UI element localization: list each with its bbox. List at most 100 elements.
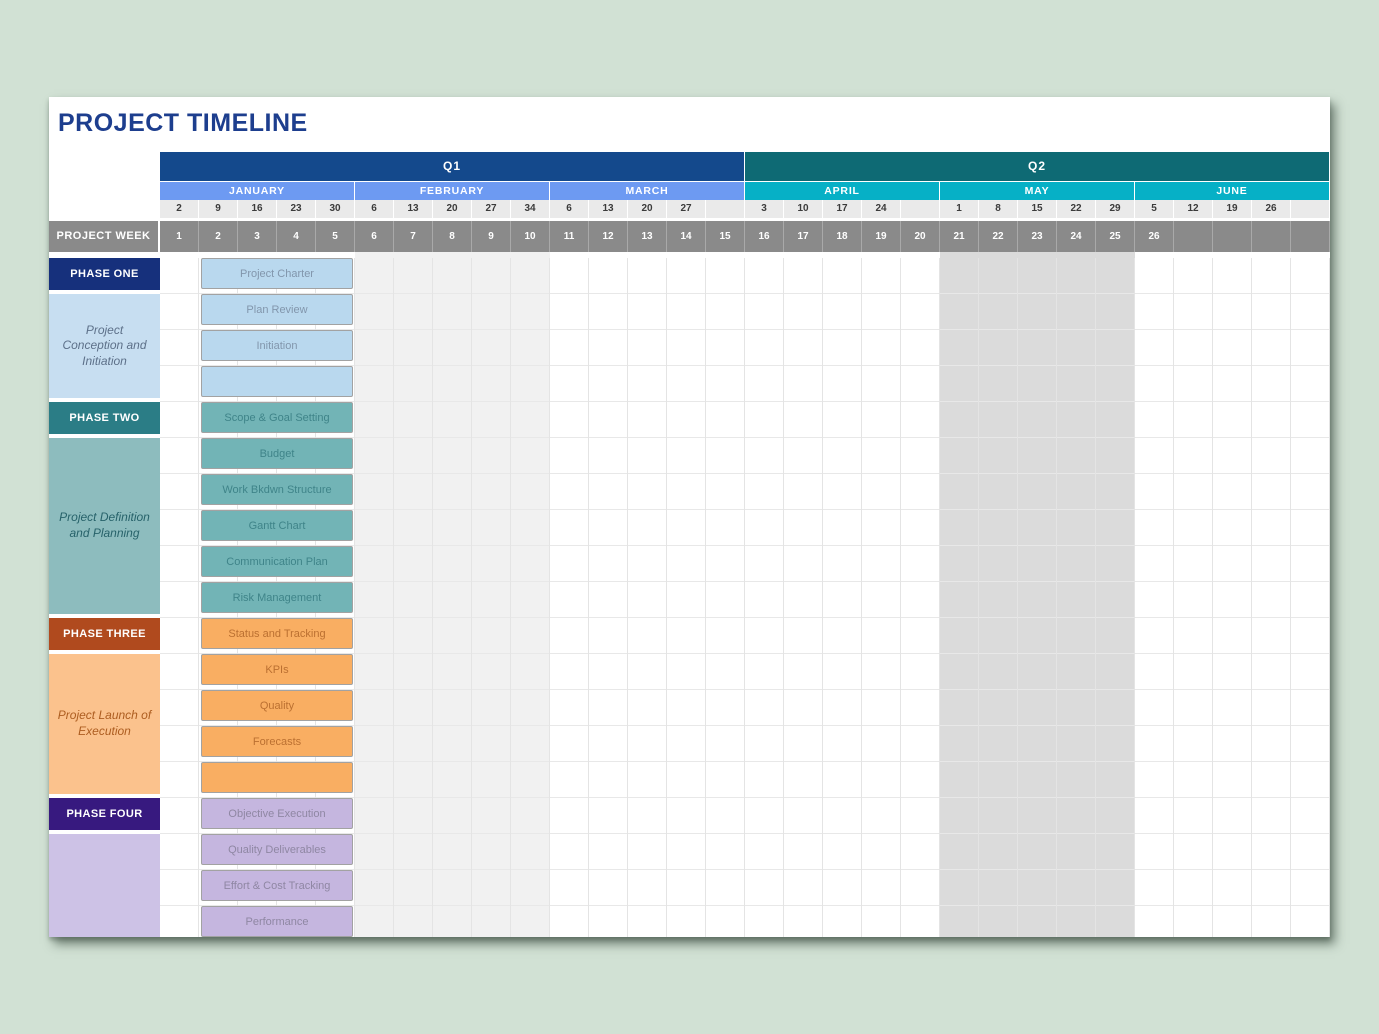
week-number-cell xyxy=(1174,221,1213,252)
week-number-cell: 24 xyxy=(1057,221,1096,252)
week-number-cell: 13 xyxy=(628,221,667,252)
week-number-cell: 21 xyxy=(940,221,979,252)
phase-header-phase-four[interactable]: PHASE FOUR xyxy=(49,798,160,830)
phase-header-phase-two[interactable]: PHASE TWO xyxy=(49,402,160,434)
task-bar[interactable]: Budget xyxy=(201,438,353,469)
week-number-cell: 8 xyxy=(433,221,472,252)
date-cell: 13 xyxy=(394,200,433,218)
phase-label-phase-two[interactable]: Project Definition and Planning xyxy=(49,438,160,614)
date-cell: 16 xyxy=(238,200,277,218)
week-number-cell: 2 xyxy=(199,221,238,252)
week-number-cell: 19 xyxy=(862,221,901,252)
date-cell: 26 xyxy=(1252,200,1291,218)
date-cell xyxy=(706,200,745,218)
week-number-cell: 7 xyxy=(394,221,433,252)
date-cell: 9 xyxy=(199,200,238,218)
date-cell: 20 xyxy=(628,200,667,218)
phase-label-phase-four[interactable] xyxy=(49,834,160,937)
month-header-may: MAY xyxy=(940,182,1135,200)
date-cell: 24 xyxy=(862,200,901,218)
task-bar[interactable]: Gantt Chart xyxy=(201,510,353,541)
grid-area xyxy=(160,258,1330,937)
week-number-cell: 14 xyxy=(667,221,706,252)
task-bar[interactable]: Status and Tracking xyxy=(201,618,353,649)
task-bar[interactable]: Forecasts xyxy=(201,726,353,757)
phase-header-phase-three[interactable]: PHASE THREE xyxy=(49,618,160,650)
phase-header-phase-one[interactable]: PHASE ONE xyxy=(49,258,160,290)
task-bar[interactable]: Initiation xyxy=(201,330,353,361)
spreadsheet: PROJECT TIMELINE Q1 Q2 JANUARY FEBRUARY MAR… xyxy=(49,97,1330,937)
phase-label-phase-three[interactable]: Project Launch of Execution xyxy=(49,654,160,794)
date-cell: 22 xyxy=(1057,200,1096,218)
date-cell: 29 xyxy=(1096,200,1135,218)
task-bar[interactable]: Effort & Cost Tracking xyxy=(201,870,353,901)
page-title: PROJECT TIMELINE xyxy=(58,109,308,137)
project-week-label: PROJECT WEEK xyxy=(49,221,160,252)
date-cell: 5 xyxy=(1135,200,1174,218)
month-header-june: JUNE xyxy=(1135,182,1330,200)
date-cell: 23 xyxy=(277,200,316,218)
quarter-header-q1: Q1 xyxy=(160,152,745,181)
month-header-january: JANUARY xyxy=(160,182,355,200)
date-cell: 30 xyxy=(316,200,355,218)
week-number-cell: 25 xyxy=(1096,221,1135,252)
project-week-row: PROJECT WEEK 1 2 3 4 5 6 7 8 9 10 11 12 13 14 15 16 17 18 1… xyxy=(49,221,1330,252)
month-header-row: JANUARY FEBRUARY MARCH APRIL MAY JUNE xyxy=(160,182,1330,200)
month-header-april: APRIL xyxy=(745,182,940,200)
week-number-cell: 17 xyxy=(784,221,823,252)
week-number-cell xyxy=(1213,221,1252,252)
date-cell: 34 xyxy=(511,200,550,218)
week-number-cell: 3 xyxy=(238,221,277,252)
week-number-cell: 15 xyxy=(706,221,745,252)
date-cell: 12 xyxy=(1174,200,1213,218)
task-bar[interactable]: Scope & Goal Setting xyxy=(201,402,353,433)
task-bar[interactable]: Quality Deliverables xyxy=(201,834,353,865)
task-bar[interactable] xyxy=(201,762,353,793)
task-bar[interactable]: Work Bkdwn Structure xyxy=(201,474,353,505)
week-number-cell: 6 xyxy=(355,221,394,252)
task-bar[interactable]: Project Charter xyxy=(201,258,353,289)
week-number-cell: 9 xyxy=(472,221,511,252)
task-bar[interactable]: Communication Plan xyxy=(201,546,353,577)
quarter-header-q2: Q2 xyxy=(745,152,1330,181)
date-cell: 3 xyxy=(745,200,784,218)
task-bar[interactable]: KPIs xyxy=(201,654,353,685)
task-bar[interactable]: Plan Review xyxy=(201,294,353,325)
week-number-cell: 20 xyxy=(901,221,940,252)
task-bar[interactable]: Performance xyxy=(201,906,353,937)
task-bar[interactable] xyxy=(201,366,353,397)
week-number-cell: 18 xyxy=(823,221,862,252)
date-cell: 2 xyxy=(160,200,199,218)
date-cell: 27 xyxy=(667,200,706,218)
date-cell xyxy=(1291,200,1330,218)
week-number-cell: 1 xyxy=(160,221,199,252)
week-number-cell: 23 xyxy=(1018,221,1057,252)
date-cell: 6 xyxy=(550,200,589,218)
date-header-row: 2 9 16 23 30 6 13 20 27 34 6 13 20 27 3 10 17 24 1 8 15 22 29 5… xyxy=(160,200,1330,218)
week-number-cell: 4 xyxy=(277,221,316,252)
date-cell: 20 xyxy=(433,200,472,218)
date-cell xyxy=(901,200,940,218)
date-cell: 10 xyxy=(784,200,823,218)
week-number-cell xyxy=(1291,221,1330,252)
task-bar[interactable]: Objective Execution xyxy=(201,798,353,829)
week-number-cell: 5 xyxy=(316,221,355,252)
week-number-cell: 22 xyxy=(979,221,1018,252)
date-cell: 19 xyxy=(1213,200,1252,218)
week-number-cell xyxy=(1252,221,1291,252)
week-number-cell: 16 xyxy=(745,221,784,252)
task-bar[interactable]: Risk Management xyxy=(201,582,353,613)
week-number-cell: 26 xyxy=(1135,221,1174,252)
phase-label-phase-one[interactable]: Project Conception and Initiation xyxy=(49,294,160,398)
month-header-february: FEBRUARY xyxy=(355,182,550,200)
date-cell: 1 xyxy=(940,200,979,218)
date-cell: 8 xyxy=(979,200,1018,218)
quarter-header-row: Q1 Q2 xyxy=(160,152,1330,181)
week-number-cell: 12 xyxy=(589,221,628,252)
date-cell: 17 xyxy=(823,200,862,218)
date-cell: 15 xyxy=(1018,200,1057,218)
date-cell: 13 xyxy=(589,200,628,218)
month-header-march: MARCH xyxy=(550,182,745,200)
task-bar[interactable]: Quality xyxy=(201,690,353,721)
